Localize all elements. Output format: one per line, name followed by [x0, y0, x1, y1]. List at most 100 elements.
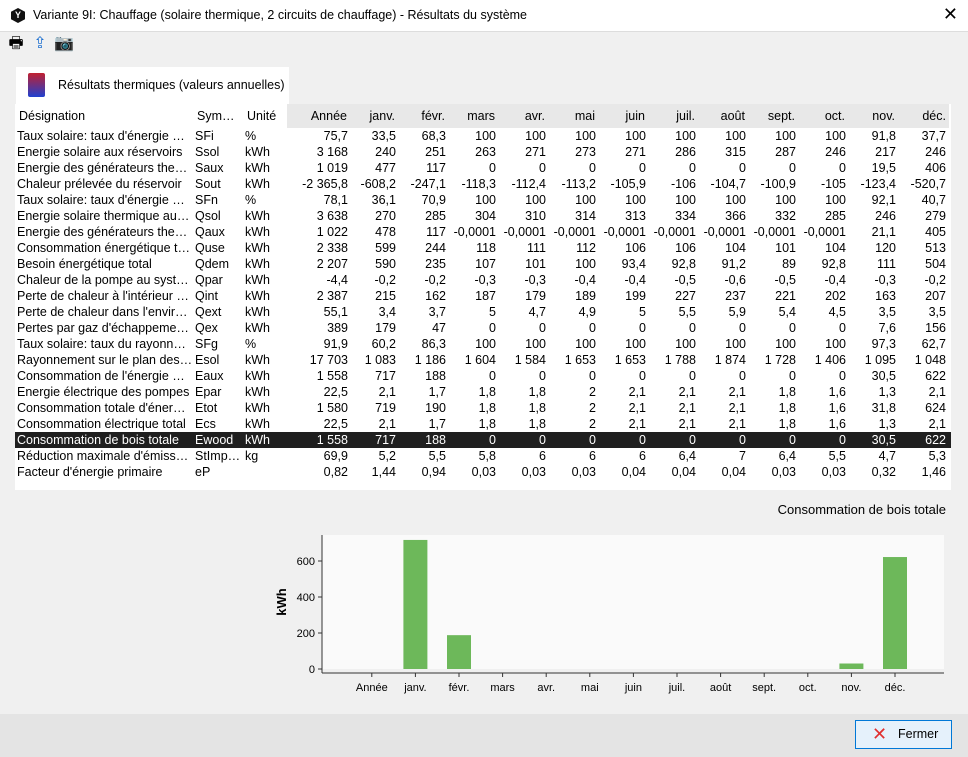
table-row[interactable]: Consommation énergétique t… Quse kWh 2 338 5…: [15, 240, 951, 256]
table-cell: Consommation de bois totale: [17, 433, 179, 447]
table-cell: 6: [639, 449, 646, 463]
table-cell: 273: [575, 145, 596, 159]
column-header[interactable]: avr.: [498, 104, 548, 128]
table-cell: 1,8: [778, 417, 796, 431]
table-cell: 89: [782, 257, 796, 271]
table-cell: 1 022: [316, 225, 348, 239]
table-cell: -247,1: [410, 177, 446, 191]
table-cell: 117: [426, 225, 446, 239]
table-cell: 92,8: [671, 257, 696, 271]
column-header[interactable]: juil.: [648, 104, 698, 128]
table-row[interactable]: Energie des générateurs the… Qaux kWh 1 022…: [15, 224, 951, 240]
table-cell: Rayonnement sur le plan des…: [17, 353, 193, 367]
table-row[interactable]: Energie solaire thermique au… Qsol kWh 3 63…: [15, 208, 951, 224]
table-row[interactable]: Réduction maximale d'émiss… StImp… kg 69,9 5…: [15, 448, 951, 464]
table-cell: 304: [475, 209, 496, 223]
table-cell: Ssol: [195, 145, 220, 159]
table-row[interactable]: Rayonnement sur le plan des… Esol kWh 17 70…: [15, 352, 951, 368]
column-header[interactable]: janv.: [348, 104, 398, 128]
table-row[interactable]: Pertes par gaz d'échappeme… Qex kWh 389 179 4…: [15, 320, 951, 336]
table-cell: 100: [625, 193, 646, 207]
table-cell: Consommation de l'énergie …: [17, 369, 185, 383]
column-header[interactable]: juin: [598, 104, 648, 128]
table-row[interactable]: Energie solaire aux réservoirs Ssol kWh 3 1…: [15, 144, 951, 160]
table-cell: 2,1: [678, 417, 696, 431]
tab-thermal-results[interactable]: Résultats thermiques (valeurs annuelles): [16, 67, 289, 104]
table-cell: 1 095: [864, 353, 896, 367]
column-header[interactable]: nov.: [848, 104, 898, 128]
table-cell: 2,1: [378, 385, 396, 399]
camera-icon[interactable]: 📷: [54, 35, 74, 52]
table-cell: 240: [375, 145, 396, 159]
column-header[interactable]: sept.: [748, 104, 798, 128]
table-cell: 0: [839, 433, 846, 447]
table-cell: 1 653: [564, 353, 596, 367]
table-cell: kWh: [245, 401, 270, 415]
table-cell: 235: [425, 257, 446, 271]
table-row[interactable]: Facteur d'énergie primaire eP 0,82 1,44 0,94…: [15, 464, 951, 480]
table-cell: 0: [539, 161, 546, 175]
print-icon[interactable]: 🖶: [8, 35, 24, 52]
table-cell: -0,5: [674, 273, 696, 287]
table-cell: 5: [489, 305, 496, 319]
table-cell: 207: [925, 289, 946, 303]
table-cell: 0: [689, 161, 696, 175]
table-cell: 0: [839, 321, 846, 335]
table-row[interactable]: Consommation électrique total Ecs kWh 22,5 2…: [15, 416, 951, 432]
table-cell: 622: [925, 433, 946, 447]
table-cell: 40,7: [921, 193, 946, 207]
chart-title: Consommation de bois totale: [777, 502, 946, 517]
table-cell: kWh: [245, 257, 270, 271]
table-row[interactable]: Chaleur de la pompe au syst… Qpar kWh -4,4 -…: [15, 272, 951, 288]
table-row[interactable]: Perte de chaleur à l'intérieur … Qint kWh 2…: [15, 288, 951, 304]
table-row[interactable]: Taux solaire: taux du rayonn… SFg% 91,9 60,…: [15, 336, 951, 352]
column-header[interactable]: Sym…: [197, 109, 235, 123]
column-header[interactable]: mars: [448, 104, 498, 128]
column-header[interactable]: Année: [287, 104, 350, 128]
table-cell: 1 580: [316, 401, 348, 415]
column-header[interactable]: oct.: [798, 104, 848, 128]
table-cell: 406: [925, 161, 946, 175]
table-row[interactable]: Consommation de bois totale Ewood kWh 1 558…: [15, 432, 951, 448]
table-cell: 1 604: [464, 353, 496, 367]
table-row[interactable]: Consommation de l'énergie … Eaux kWh 1 558 7…: [15, 368, 951, 384]
table-cell: 100: [575, 337, 596, 351]
table-cell: 55,1: [323, 305, 348, 319]
table-cell: 1,8: [778, 401, 796, 415]
table-row[interactable]: Besoin énergétique total Qdem kWh 2 207 590 2…: [15, 256, 951, 272]
table-row[interactable]: Consommation totale d'éner… Etot kWh 1 580 7…: [15, 400, 951, 416]
column-header[interactable]: mai: [548, 104, 598, 128]
bar: [403, 539, 428, 669]
table-row[interactable]: Perte de chaleur dans l'envir… Qext kWh 55,…: [15, 304, 951, 320]
close-window-button[interactable]: ✕: [942, 4, 958, 24]
column-header[interactable]: Unité: [247, 109, 277, 123]
table-cell: 1,8: [528, 417, 546, 431]
table-cell: 285: [425, 209, 446, 223]
table-cell: kWh: [245, 385, 270, 399]
table-cell: 1,44: [371, 465, 396, 479]
table-row[interactable]: Taux solaire: taux d'énergie … SFn% 78,1 36…: [15, 192, 951, 208]
table-cell: 1 788: [664, 353, 696, 367]
export-icon[interactable]: ⇪: [33, 35, 47, 52]
table-row[interactable]: Chaleur prélevée du réservoir Sout kWh -2 3…: [15, 176, 951, 192]
table-cell: Energie solaire thermique au…: [17, 209, 190, 223]
column-header[interactable]: Désignation: [19, 109, 86, 123]
table-cell: 0: [589, 321, 596, 335]
table-cell: 92,1: [871, 193, 896, 207]
table-cell: 4,7: [878, 449, 896, 463]
table-cell: 0: [639, 433, 646, 447]
table-cell: Energie électrique des pompes: [17, 385, 190, 399]
table-row[interactable]: Energie des générateurs the… Saux kWh 1 019…: [15, 160, 951, 176]
table-row[interactable]: Taux solaire: taux d'énergie … SFi% 75,7 33…: [15, 128, 951, 144]
table-cell: 1,7: [428, 385, 446, 399]
column-header[interactable]: déc.: [898, 104, 949, 128]
column-header[interactable]: févr.: [398, 104, 448, 128]
table-cell: 106: [625, 241, 646, 255]
table-row[interactable]: Energie électrique des pompes Epar kWh 22,5…: [15, 384, 951, 400]
table-cell: 6: [539, 449, 546, 463]
table-cell: 1 653: [614, 353, 646, 367]
close-button[interactable]: ✕ Fermer: [855, 720, 952, 749]
table-cell: 100: [675, 193, 696, 207]
table-cell: -608,2: [360, 177, 396, 191]
column-header[interactable]: août: [698, 104, 748, 128]
